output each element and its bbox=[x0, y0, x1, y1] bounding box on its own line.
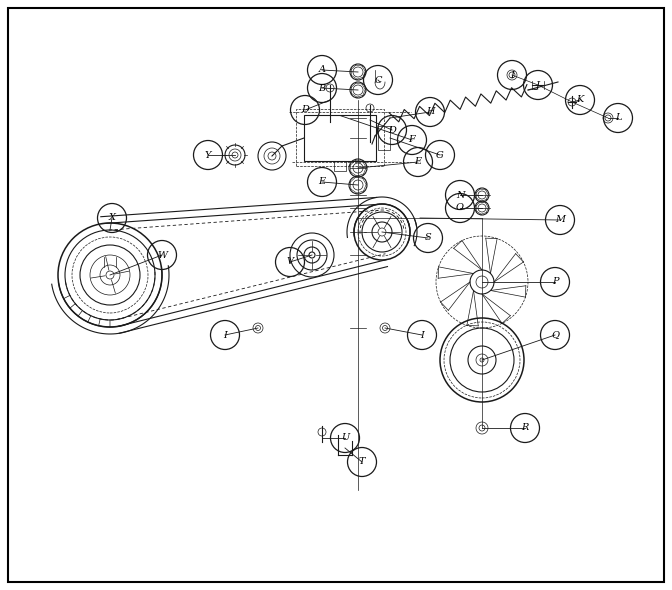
Text: V: V bbox=[286, 257, 294, 267]
Text: J: J bbox=[536, 80, 540, 90]
Text: K: K bbox=[577, 96, 583, 104]
Text: I: I bbox=[510, 70, 514, 80]
Bar bbox=[304, 116, 376, 160]
Text: D: D bbox=[388, 126, 396, 135]
Text: X: X bbox=[108, 214, 116, 222]
Text: U: U bbox=[341, 434, 349, 442]
Text: F: F bbox=[409, 136, 415, 145]
Text: H: H bbox=[426, 107, 434, 116]
Text: O: O bbox=[456, 204, 464, 212]
Bar bbox=[378, 126, 390, 150]
Text: S: S bbox=[425, 234, 431, 242]
Text: D: D bbox=[301, 106, 309, 114]
Bar bbox=[296, 110, 384, 166]
Text: L: L bbox=[615, 113, 621, 123]
Text: E: E bbox=[415, 158, 421, 166]
Text: T: T bbox=[359, 457, 366, 467]
Text: W: W bbox=[157, 251, 167, 260]
Text: E: E bbox=[319, 178, 325, 186]
Text: P: P bbox=[552, 277, 558, 287]
Text: I: I bbox=[420, 330, 424, 339]
Bar bbox=[334, 160, 346, 171]
Text: I: I bbox=[223, 330, 227, 339]
Text: R: R bbox=[521, 424, 529, 432]
Text: B: B bbox=[319, 84, 325, 93]
Text: G: G bbox=[436, 150, 444, 159]
Text: C: C bbox=[374, 76, 382, 84]
Text: A: A bbox=[319, 65, 325, 74]
Text: Y: Y bbox=[205, 150, 211, 159]
Text: N: N bbox=[456, 191, 464, 199]
Text: Q: Q bbox=[551, 330, 559, 339]
Text: M: M bbox=[555, 215, 565, 225]
